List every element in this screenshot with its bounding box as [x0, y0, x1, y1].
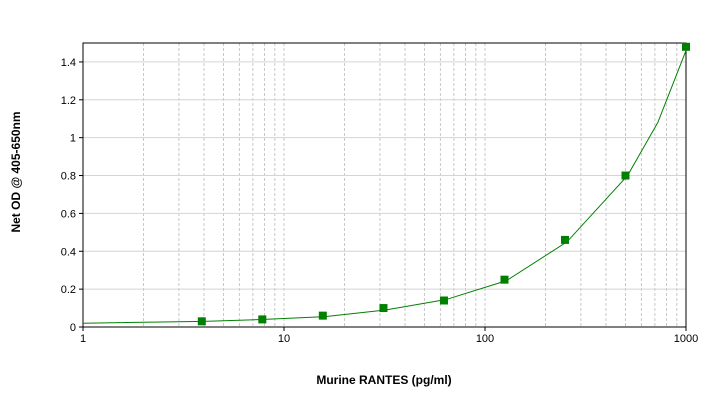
fit-curve: [82, 50, 687, 324]
y-tick-label: 0.2: [61, 284, 76, 296]
data-point: [318, 311, 327, 320]
plot-frame: [82, 42, 687, 328]
y-tick-label: 0: [70, 322, 76, 334]
y-tick-label: 1.4: [61, 57, 76, 69]
data-point: [621, 171, 630, 180]
data-point: [197, 317, 206, 326]
data-point: [560, 235, 569, 244]
x-axis-title: Murine RANTES (pg/ml): [316, 373, 451, 387]
data-point: [682, 42, 690, 51]
x-tick-label: 10: [278, 333, 290, 345]
y-tick-label: 0.8: [61, 171, 76, 183]
y-axis-title: Net OD @ 405-650nm: [9, 111, 23, 232]
data-point: [439, 296, 448, 305]
y-tick-label: 0.6: [61, 208, 76, 220]
data-point: [258, 315, 267, 324]
y-tick-label: 1: [70, 133, 76, 145]
x-tick-label: 1000: [674, 333, 698, 345]
data-point: [379, 304, 388, 313]
y-tick-label: 0.4: [61, 246, 76, 258]
x-tick-label: 1: [80, 333, 86, 345]
y-tick-label: 1.2: [61, 95, 76, 107]
data-point: [500, 275, 509, 284]
x-tick-label: 100: [476, 333, 494, 345]
